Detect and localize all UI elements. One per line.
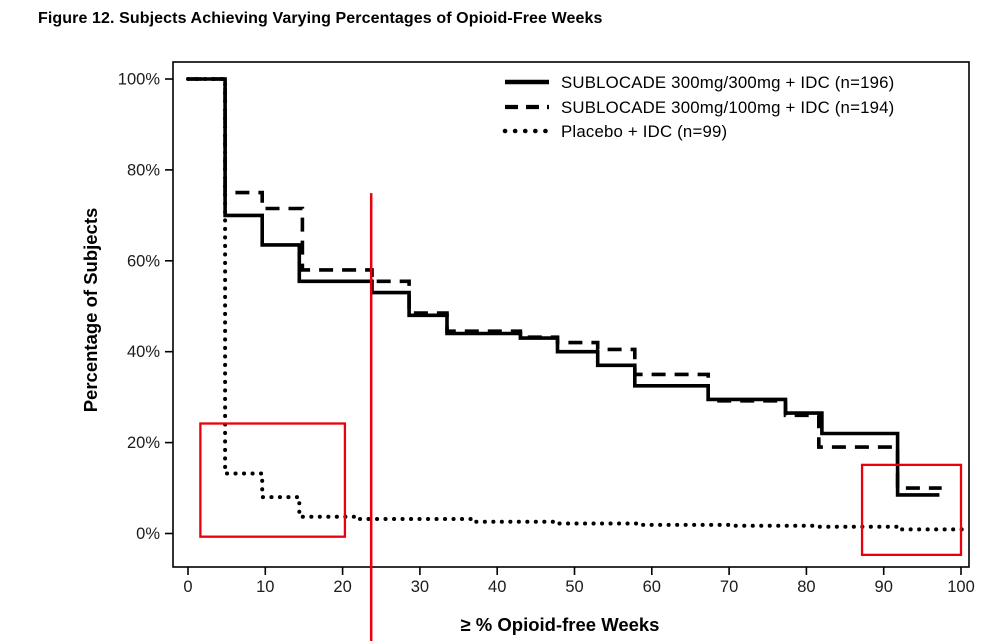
y-axis-tick-label: 100% bbox=[118, 71, 161, 89]
x-axis-tick-label: 80 bbox=[797, 578, 815, 596]
highlight-box-right bbox=[860, 463, 963, 557]
y-axis-tick-label: 60% bbox=[127, 252, 160, 270]
series-path-dashed bbox=[188, 77, 942, 490]
series-path-solid bbox=[188, 77, 940, 497]
chart-legend: SUBLOCADE 300mg/300mg + IDC (n=196) SUBLO… bbox=[502, 73, 894, 141]
y-axis-tick-label: 40% bbox=[127, 343, 160, 361]
x-axis-tick-label: 10 bbox=[256, 578, 274, 596]
legend-item-dotted: Placebo + IDC (n=99) bbox=[502, 122, 727, 141]
x-axis-tick-label: 100 bbox=[947, 578, 975, 596]
plot-border bbox=[172, 61, 970, 568]
series-path-dotted bbox=[186, 77, 967, 532]
x-axis-tick-label: 50 bbox=[565, 578, 583, 596]
figure-title: Figure 12. Subjects Achieving Varying Pe… bbox=[38, 10, 603, 27]
x-axis-title: ≥ % Opioid-free Weeks bbox=[461, 614, 660, 635]
legend-label: SUBLOCADE 300mg/100mg + IDC (n=194) bbox=[561, 98, 894, 117]
highlight-box-left bbox=[199, 422, 347, 538]
legend-item-solid: SUBLOCADE 300mg/300mg + IDC (n=196) bbox=[505, 73, 894, 92]
legend-item-dashed: SUBLOCADE 300mg/100mg + IDC (n=194) bbox=[505, 98, 894, 117]
x-axis-tick-label: 0 bbox=[183, 578, 192, 596]
y-axis-tick-label: 20% bbox=[127, 434, 160, 452]
y-axis-tick-label: 80% bbox=[127, 161, 160, 179]
legend-label: SUBLOCADE 300mg/300mg + IDC (n=196) bbox=[561, 73, 894, 92]
x-axis-tick-label: 60 bbox=[643, 578, 661, 596]
x-axis-tick-label: 30 bbox=[411, 578, 429, 596]
y-axis-tick-label: 0% bbox=[136, 525, 160, 543]
legend-label: Placebo + IDC (n=99) bbox=[561, 122, 727, 141]
y-axis-title: Percentage of Subjects bbox=[80, 208, 101, 413]
x-axis-tick-label: 20 bbox=[333, 578, 351, 596]
x-axis-tick-label: 70 bbox=[720, 578, 738, 596]
x-axis-tick-label: 40 bbox=[488, 578, 506, 596]
x-axis-tick-label: 90 bbox=[875, 578, 893, 596]
